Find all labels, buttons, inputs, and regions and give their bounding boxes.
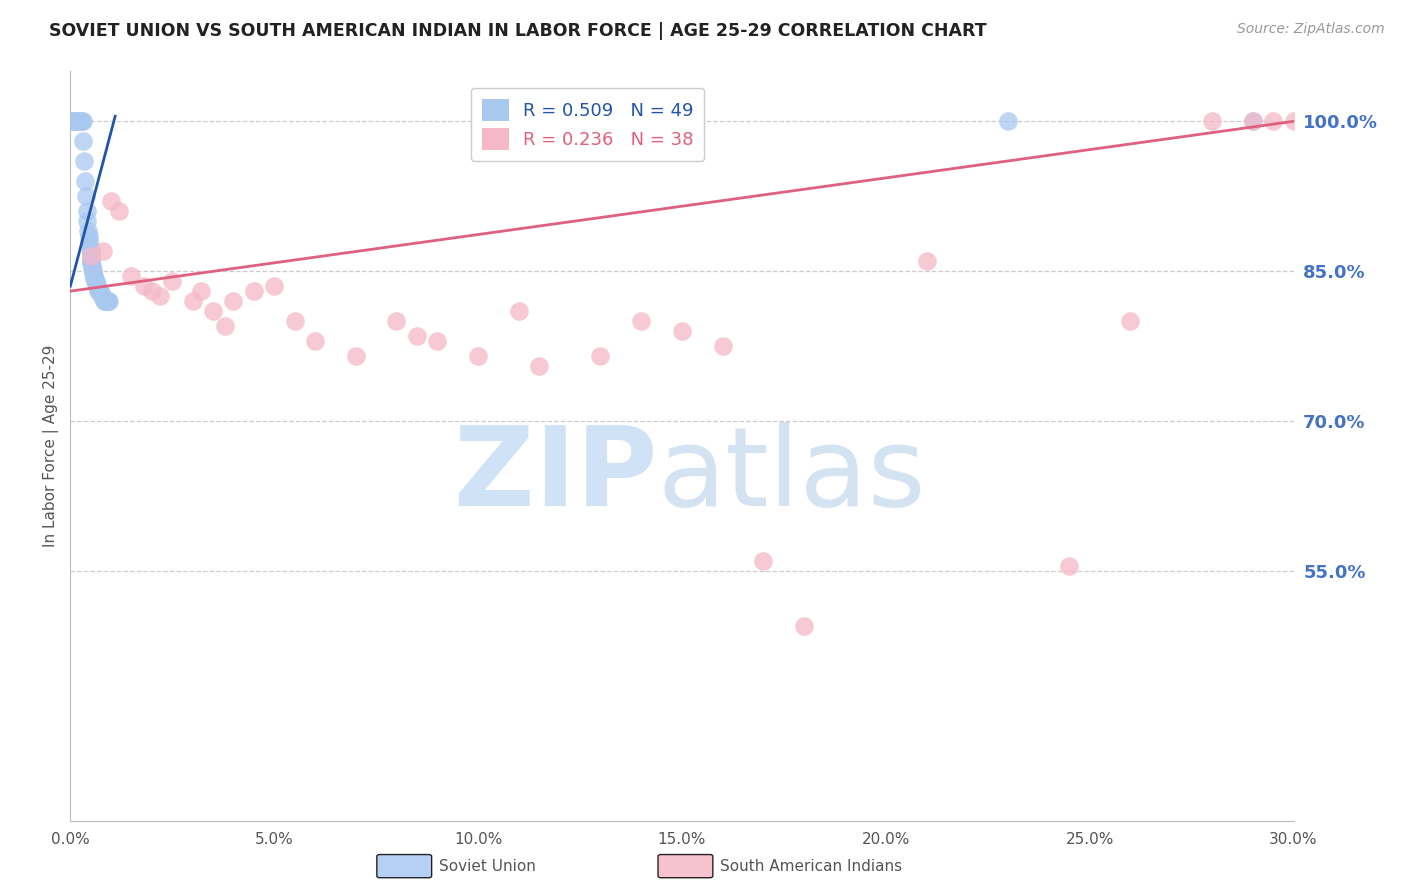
Point	[284, 314, 307, 328]
Point	[89, 284, 111, 298]
Point	[93, 294, 115, 309]
Point	[214, 319, 236, 334]
Point	[671, 324, 693, 338]
Point	[508, 304, 530, 318]
Text: SOVIET UNION VS SOUTH AMERICAN INDIAN IN LABOR FORCE | AGE 25-29 CORRELATION CHA: SOVIET UNION VS SOUTH AMERICAN INDIAN IN…	[49, 22, 987, 40]
Point	[121, 269, 143, 284]
Legend: R = 0.509   N = 49, R = 0.236   N = 38: R = 0.509 N = 49, R = 0.236 N = 38	[471, 88, 704, 161]
Text: Soviet Union: Soviet Union	[439, 859, 536, 873]
Point	[79, 256, 103, 270]
Point	[82, 264, 104, 278]
Point	[83, 269, 105, 284]
Point	[263, 279, 285, 293]
Point	[100, 194, 122, 209]
Point	[94, 294, 117, 309]
Point	[79, 244, 103, 259]
Point	[222, 294, 245, 309]
Point	[63, 114, 86, 128]
Text: atlas: atlas	[658, 423, 927, 530]
Point	[406, 329, 429, 343]
Point	[82, 266, 104, 280]
Point	[997, 114, 1019, 128]
Y-axis label: In Labor Force | Age 25-29: In Labor Force | Age 25-29	[44, 345, 59, 547]
Point	[149, 289, 172, 303]
Point	[83, 274, 105, 288]
Point	[84, 276, 107, 290]
Point	[76, 224, 98, 238]
Point	[79, 249, 103, 263]
Point	[91, 291, 114, 305]
Point	[1119, 314, 1142, 328]
Point	[1282, 114, 1305, 128]
Point	[79, 234, 101, 248]
Point	[711, 339, 734, 353]
Point	[67, 114, 90, 128]
Point	[304, 334, 326, 348]
Point	[79, 254, 103, 268]
Point	[79, 252, 103, 267]
Point	[141, 284, 163, 298]
Point	[1241, 114, 1264, 128]
Point	[91, 244, 114, 259]
Point	[60, 114, 83, 128]
Point	[77, 229, 100, 244]
Point	[243, 284, 266, 298]
Point	[60, 114, 83, 128]
Point	[90, 286, 112, 301]
Point	[1201, 114, 1223, 128]
Point	[630, 314, 652, 328]
Point	[96, 294, 118, 309]
Point	[1057, 558, 1080, 573]
Point	[72, 114, 94, 128]
Point	[529, 359, 551, 373]
Text: South American Indians: South American Indians	[720, 859, 903, 873]
Point	[79, 239, 101, 253]
Point	[344, 349, 367, 363]
Point	[83, 271, 105, 285]
Point	[181, 294, 204, 309]
Point	[76, 214, 98, 228]
Point	[87, 284, 110, 298]
Point	[162, 274, 183, 288]
Point	[96, 294, 118, 309]
Point	[1263, 114, 1285, 128]
Point	[69, 114, 91, 128]
Point	[589, 349, 612, 363]
Point	[80, 259, 103, 273]
Point	[97, 294, 120, 309]
Point	[202, 304, 225, 318]
Point	[79, 246, 103, 260]
Point	[385, 314, 408, 328]
Point	[87, 284, 110, 298]
Point	[132, 279, 155, 293]
Point	[1241, 114, 1264, 128]
Point	[79, 249, 103, 263]
Point	[91, 289, 114, 303]
Point	[426, 334, 449, 348]
Point	[915, 254, 938, 268]
Text: Source: ZipAtlas.com: Source: ZipAtlas.com	[1237, 22, 1385, 37]
Point	[108, 204, 131, 219]
Point	[73, 174, 96, 188]
Point	[70, 114, 93, 128]
Point	[72, 134, 94, 148]
Point	[73, 154, 96, 169]
Point	[84, 274, 107, 288]
Point	[86, 281, 108, 295]
Point	[467, 349, 489, 363]
Text: ZIP: ZIP	[454, 423, 658, 530]
Point	[65, 114, 87, 128]
Point	[98, 294, 121, 309]
Point	[75, 189, 97, 203]
Point	[752, 554, 775, 568]
Point	[80, 261, 103, 276]
Point	[793, 619, 815, 633]
Point	[86, 279, 108, 293]
Point	[76, 204, 98, 219]
Point	[190, 284, 212, 298]
